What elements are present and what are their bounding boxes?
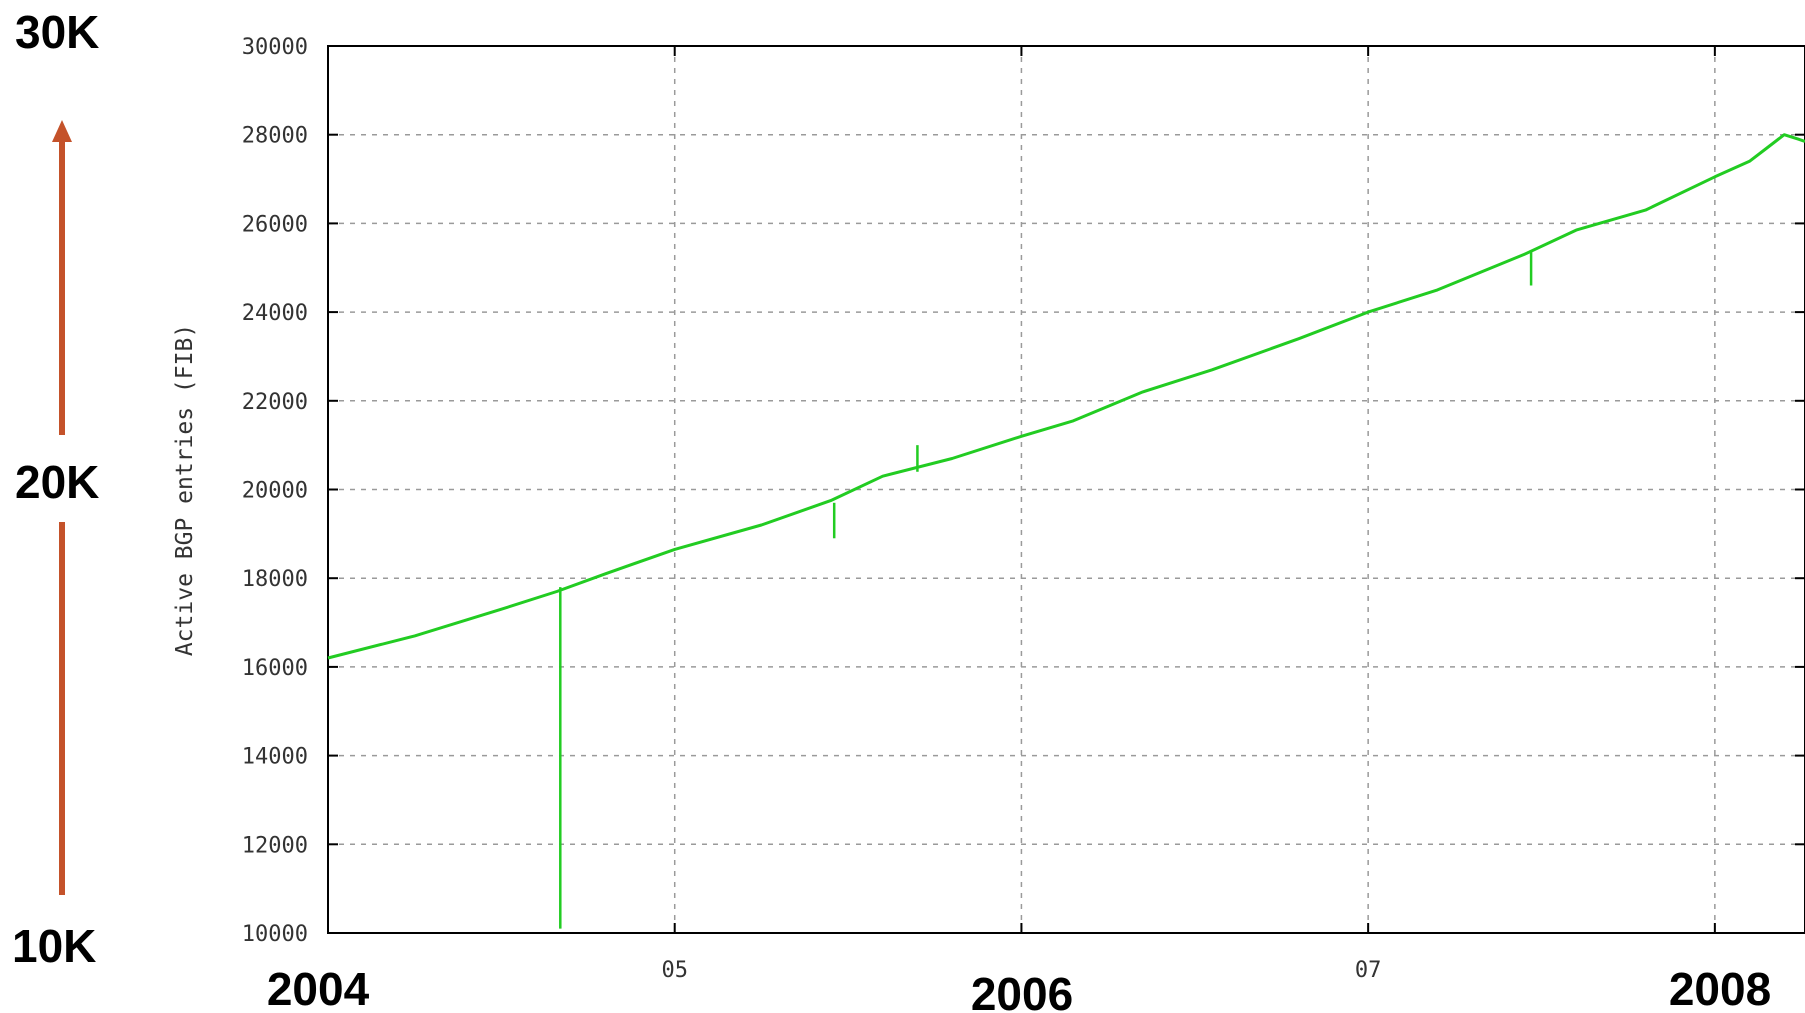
y-tick-label: 18000: [242, 567, 308, 592]
series-line: [327, 133, 1805, 660]
y-axis-label: Active BGP entries (FIB): [172, 324, 198, 656]
left-scale-arrow: [52, 120, 72, 895]
series-group: [327, 133, 1805, 929]
year-label-2008: 2008: [1669, 963, 1771, 1013]
y-tick-label: 16000: [242, 656, 308, 681]
left-scale-top-label: 30K: [15, 6, 99, 58]
year-label-2004: 2004: [267, 963, 370, 1013]
y-tick-label: 10000: [242, 922, 308, 947]
y-tick-label: 26000: [242, 212, 308, 237]
y-tick-label: 20000: [242, 479, 308, 504]
year-label-2006: 2006: [971, 968, 1073, 1013]
left-scale-bottom-label: 10K: [12, 920, 96, 972]
left-scale-mid-label: 20K: [15, 456, 99, 508]
grid-lines: [328, 46, 1805, 933]
y-tick-label: 24000: [242, 301, 308, 326]
y-tick-label: 30000: [242, 35, 308, 60]
x-axis: 05 07: [661, 46, 1716, 983]
y-axis: 10000 12000 14000 16000 18000 20000 22000 24000…: [242, 35, 1805, 947]
x-tick-label: 07: [1355, 958, 1382, 983]
y-tick-label: 22000: [242, 390, 308, 415]
y-tick-label: 28000: [242, 124, 308, 149]
x-tick-label: 05: [661, 958, 688, 983]
arrow-head: [52, 120, 72, 142]
y-tick-label: 12000: [242, 833, 308, 858]
y-tick-label: 14000: [242, 745, 308, 770]
